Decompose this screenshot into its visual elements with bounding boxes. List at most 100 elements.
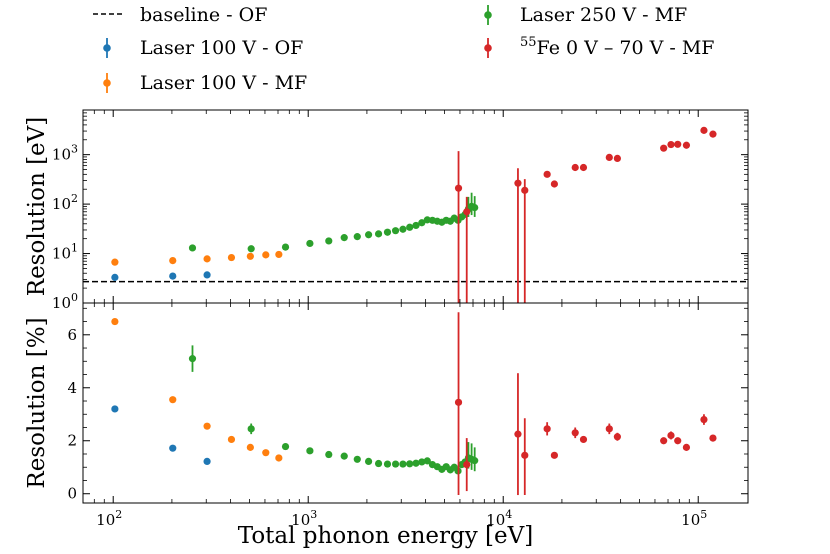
bottom-y-tick-label: 4 [67, 379, 77, 397]
data-point [188, 355, 197, 363]
bottom-panel-y-axis-title: Resolution [%] [24, 317, 50, 488]
tick-base: 10 [96, 511, 115, 529]
tick-base: 10 [681, 511, 700, 529]
data-point [262, 449, 270, 457]
data-point [203, 271, 211, 279]
data-point [605, 425, 613, 433]
data-point [247, 245, 255, 253]
data-point [418, 219, 426, 227]
tick-exponent: 3 [71, 143, 78, 156]
legend-laser100-mf-marker [103, 79, 111, 87]
tick-exponent: 4 [505, 508, 512, 521]
data-point [571, 429, 579, 437]
tick-exponent: 5 [700, 508, 707, 521]
series-laser-100-v-of [111, 405, 211, 466]
bottom-y-tick-label: 2 [67, 432, 77, 450]
x-tick-label: 104 [486, 508, 512, 529]
data-point [325, 237, 333, 245]
data-point [169, 444, 177, 452]
data-point [550, 180, 558, 188]
data-point [227, 253, 236, 262]
bottom-y-tick-label: 0 [67, 485, 77, 503]
data-point [667, 140, 675, 149]
data-point [383, 460, 392, 468]
top-y-tick-label: 101 [52, 242, 78, 263]
legend-fe55-text: Fe 0 V – 70 V - MF [537, 37, 715, 59]
data-point [247, 425, 255, 433]
legend-fe55-label: 55Fe 0 V – 70 V - MF [520, 35, 714, 59]
series-laser-100-v-of [111, 271, 211, 281]
data-point [353, 455, 361, 463]
data-point [306, 239, 314, 248]
data-point [543, 425, 551, 433]
data-point [246, 443, 254, 451]
x-tick-label: 103 [291, 508, 317, 529]
data-point [571, 163, 579, 172]
data-point [550, 451, 558, 459]
top-y-tick-label: 102 [52, 192, 78, 213]
legend-fe55-superscript: 55 [520, 35, 537, 50]
data-point [463, 208, 471, 216]
data-point [281, 243, 290, 251]
data-point [262, 251, 270, 259]
top-y-tick-label: 100 [52, 291, 78, 312]
tick-exponent: 2 [71, 192, 78, 205]
data-point [111, 317, 119, 326]
legend-baseline-label: baseline - OF [140, 4, 267, 26]
legend-laser250-mf-label: Laser 250 V - MF [520, 4, 687, 26]
legend-entry-fe55: 55Fe 0 V – 70 V - MF [484, 35, 714, 59]
bottom-panel-marks [111, 312, 717, 496]
data-point [514, 430, 522, 438]
x-tick-labels: 102 103 104 105 [96, 508, 707, 529]
data-point [340, 452, 348, 460]
data-point [275, 250, 283, 259]
x-tick-label: 102 [96, 508, 122, 529]
data-point [399, 225, 407, 233]
data-point [543, 170, 551, 178]
data-point [374, 230, 383, 238]
data-point [275, 454, 283, 462]
data-point [169, 272, 177, 280]
data-point [660, 437, 668, 445]
data-point [471, 457, 479, 465]
bottom-panel-frame [82, 302, 749, 504]
data-point [412, 459, 420, 467]
data-point [463, 460, 471, 469]
data-point [700, 126, 708, 134]
data-point [383, 228, 392, 236]
data-point [246, 252, 254, 260]
top-panel-frame [82, 109, 749, 304]
legend-entry-laser100-of: Laser 100 V - OF [103, 37, 303, 59]
data-point [169, 396, 177, 404]
data-point [667, 431, 675, 440]
series-laser-100-v-mf [111, 250, 283, 266]
data-point [682, 141, 691, 149]
top-y-tick-label: 103 [52, 143, 78, 164]
data-point [111, 258, 119, 266]
series-laser-100-v-mf [111, 317, 283, 462]
data-point [418, 458, 426, 466]
data-point [660, 144, 668, 152]
data-point [471, 203, 479, 212]
data-point [111, 273, 119, 281]
top-panel-ticks [82, 109, 748, 304]
tick-exponent: 0 [71, 291, 78, 304]
data-point [674, 437, 682, 445]
bottom-y-tick-label: 6 [67, 326, 77, 344]
data-point [613, 154, 621, 163]
data-point [674, 140, 682, 148]
legend-laser100-of-marker [103, 44, 111, 52]
data-point [353, 233, 361, 241]
data-point [227, 435, 236, 444]
tick-exponent: 1 [71, 242, 78, 255]
data-point [406, 223, 414, 231]
bottom-panel-ticks [82, 303, 748, 503]
data-point [203, 457, 211, 466]
series-laser-250-v-mf [188, 345, 479, 475]
data-point [340, 234, 348, 242]
data-point [613, 433, 621, 441]
